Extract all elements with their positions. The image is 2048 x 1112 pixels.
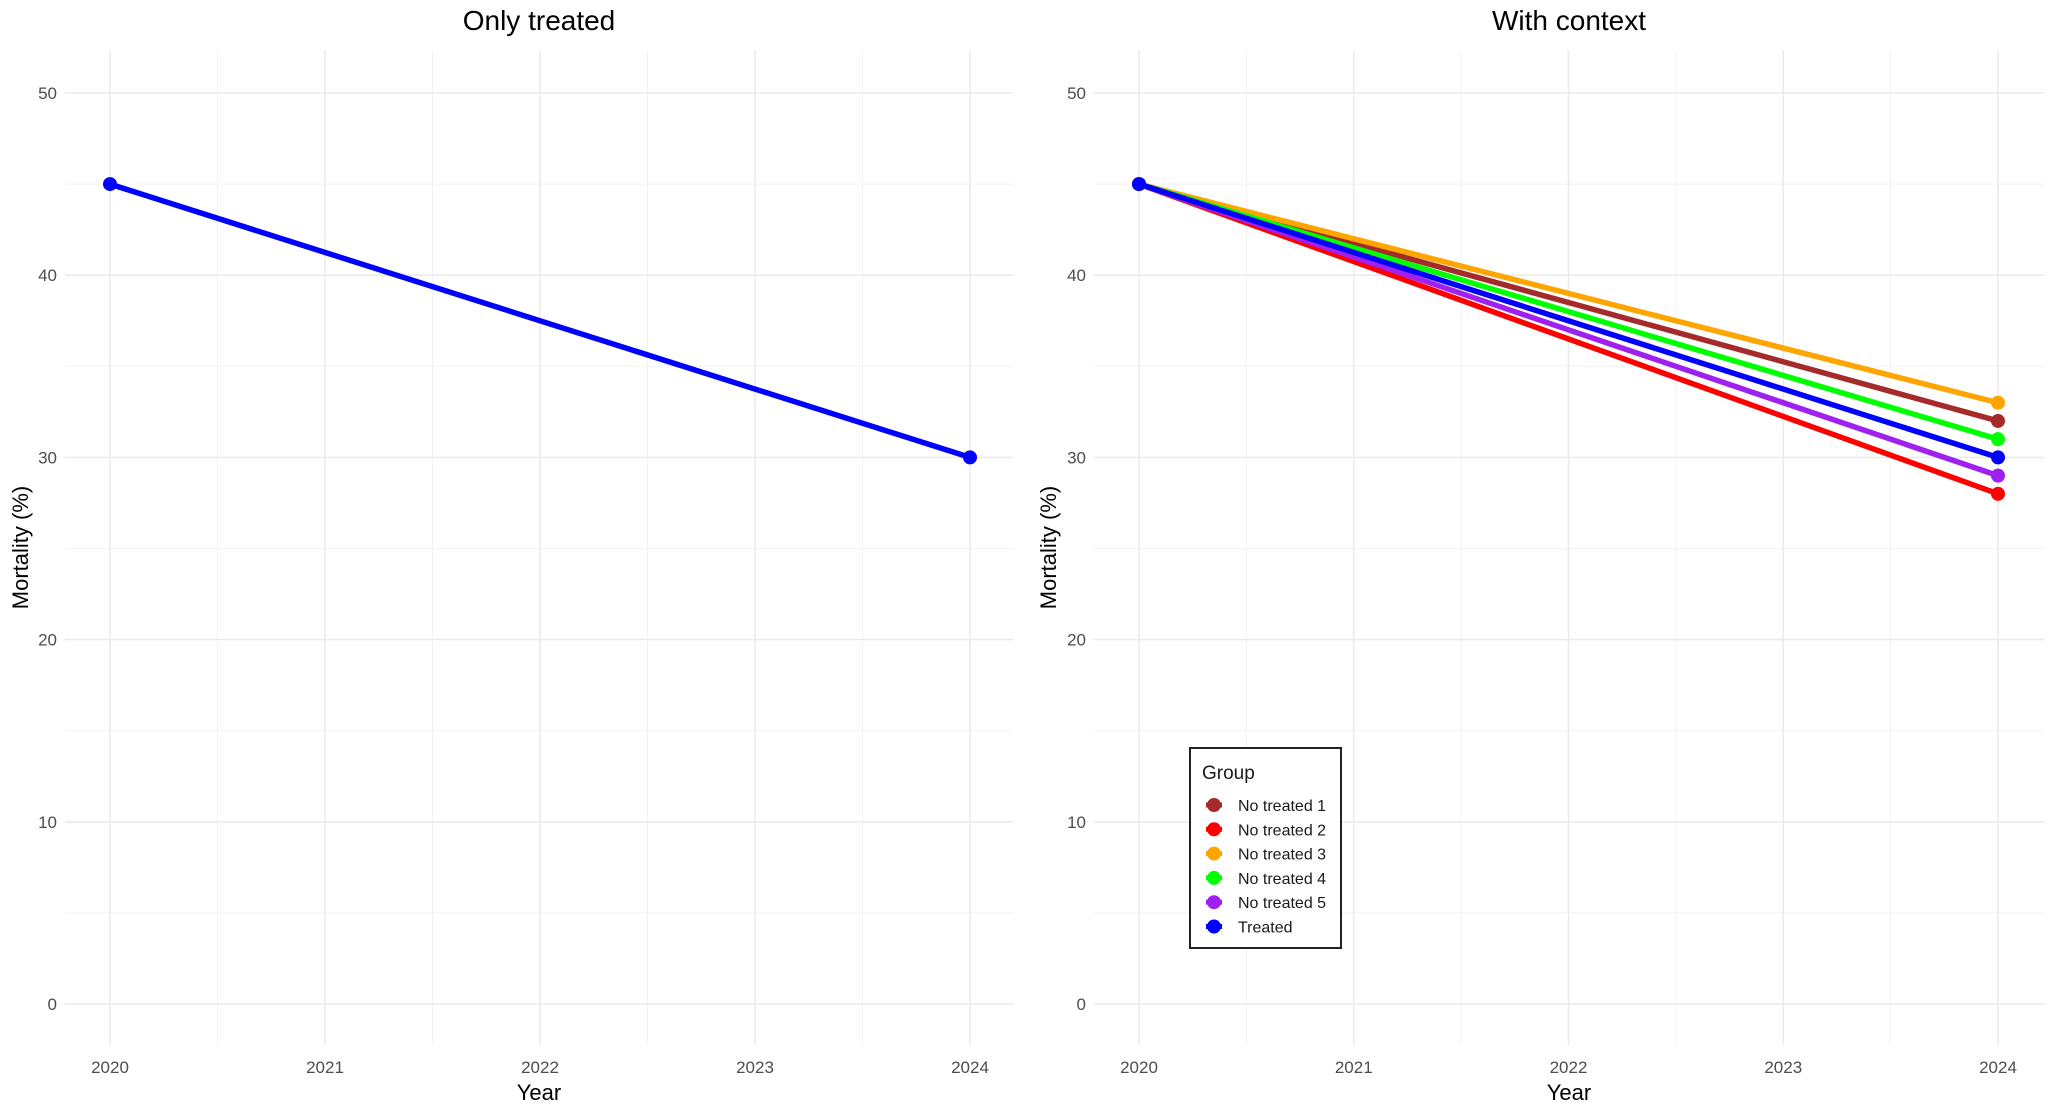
legend-label: No treated 5	[1238, 895, 1326, 912]
legend-key-point	[1207, 919, 1221, 934]
data-point-treated	[1132, 177, 1146, 192]
legend-key-point	[1207, 895, 1221, 910]
x-tick-label: 2023	[736, 1058, 774, 1077]
x-tick-label: 2024	[951, 1058, 989, 1077]
legend-label: No treated 2	[1238, 822, 1326, 839]
series-line-treated	[107, 181, 973, 461]
y-tick-label: 40	[38, 266, 57, 285]
x-tick-label: 2022	[521, 1058, 559, 1077]
data-point-treated	[103, 177, 117, 192]
y-axis-label: Mortality (%)	[8, 486, 33, 609]
legend-key-point	[1207, 822, 1221, 837]
x-tick-label: 2020	[1120, 1058, 1158, 1077]
data-point-no-treated-3	[1991, 395, 2005, 410]
data-point-no-treated-5	[1991, 468, 2005, 483]
y-tick-label: 30	[1067, 448, 1086, 467]
legend-key-point	[1207, 798, 1221, 812]
x-tick-label: 2020	[91, 1058, 129, 1077]
y-tick-label: 10	[1067, 813, 1086, 832]
legend-title: Group	[1202, 763, 1255, 784]
legend: Group No treated 1 No treated 2 No treated …	[1189, 747, 1342, 949]
y-tick-label: 0	[48, 995, 57, 1014]
x-axis-label: Year	[1547, 1080, 1591, 1105]
legend-label: No treated 4	[1238, 871, 1326, 888]
y-tick-label: 0	[1077, 995, 1086, 1014]
series-line-no-treated-5	[1136, 181, 2001, 479]
series-line-no-treated-2	[1136, 181, 2001, 497]
legend-key-point	[1207, 870, 1221, 885]
y-tick-label: 20	[1067, 631, 1086, 650]
data-point-treated	[1991, 450, 2005, 465]
legend-label: No treated 1	[1238, 798, 1326, 815]
panel-2: 0 10 20 30 40 50 2020 2021 2022 2023 2024 With cont…	[1036, 5, 2044, 1105]
y-axis-label: Mortality (%)	[1036, 486, 1061, 609]
legend-key-point	[1207, 846, 1221, 861]
x-axis-label: Year	[517, 1080, 561, 1105]
y-tick-label: 40	[1067, 266, 1086, 285]
legend-label: Treated	[1238, 920, 1293, 937]
panel-title: With context	[1492, 5, 1646, 36]
data-point-treated	[963, 450, 977, 465]
x-tick-label: 2023	[1764, 1058, 1802, 1077]
data-point-no-treated-4	[1991, 432, 2005, 447]
x-tick-label: 2024	[1979, 1058, 2017, 1077]
x-tick-label: 2021	[1335, 1058, 1373, 1077]
y-tick-label: 50	[38, 84, 57, 103]
y-tick-label: 10	[38, 813, 57, 832]
y-tick-label: 50	[1067, 84, 1086, 103]
y-tick-label: 30	[38, 448, 57, 467]
series-line-no-treated-3	[1136, 181, 2001, 406]
panel-1: 0 10 20 30 40 50 2020 2021 2022 2023 2024 Only trea…	[8, 5, 1013, 1105]
series-line-no-treated-1	[1136, 181, 2001, 424]
data-point-no-treated-2	[1991, 486, 2005, 501]
series-line-no-treated-4	[1136, 181, 2001, 442]
x-tick-label: 2022	[1550, 1058, 1588, 1077]
legend-label: No treated 3	[1238, 847, 1326, 864]
series-line-treated	[1136, 181, 2001, 461]
y-tick-label: 20	[38, 631, 57, 650]
data-point-no-treated-1	[1991, 413, 2005, 428]
panel-title: Only treated	[463, 5, 616, 36]
x-tick-label: 2021	[306, 1058, 344, 1077]
